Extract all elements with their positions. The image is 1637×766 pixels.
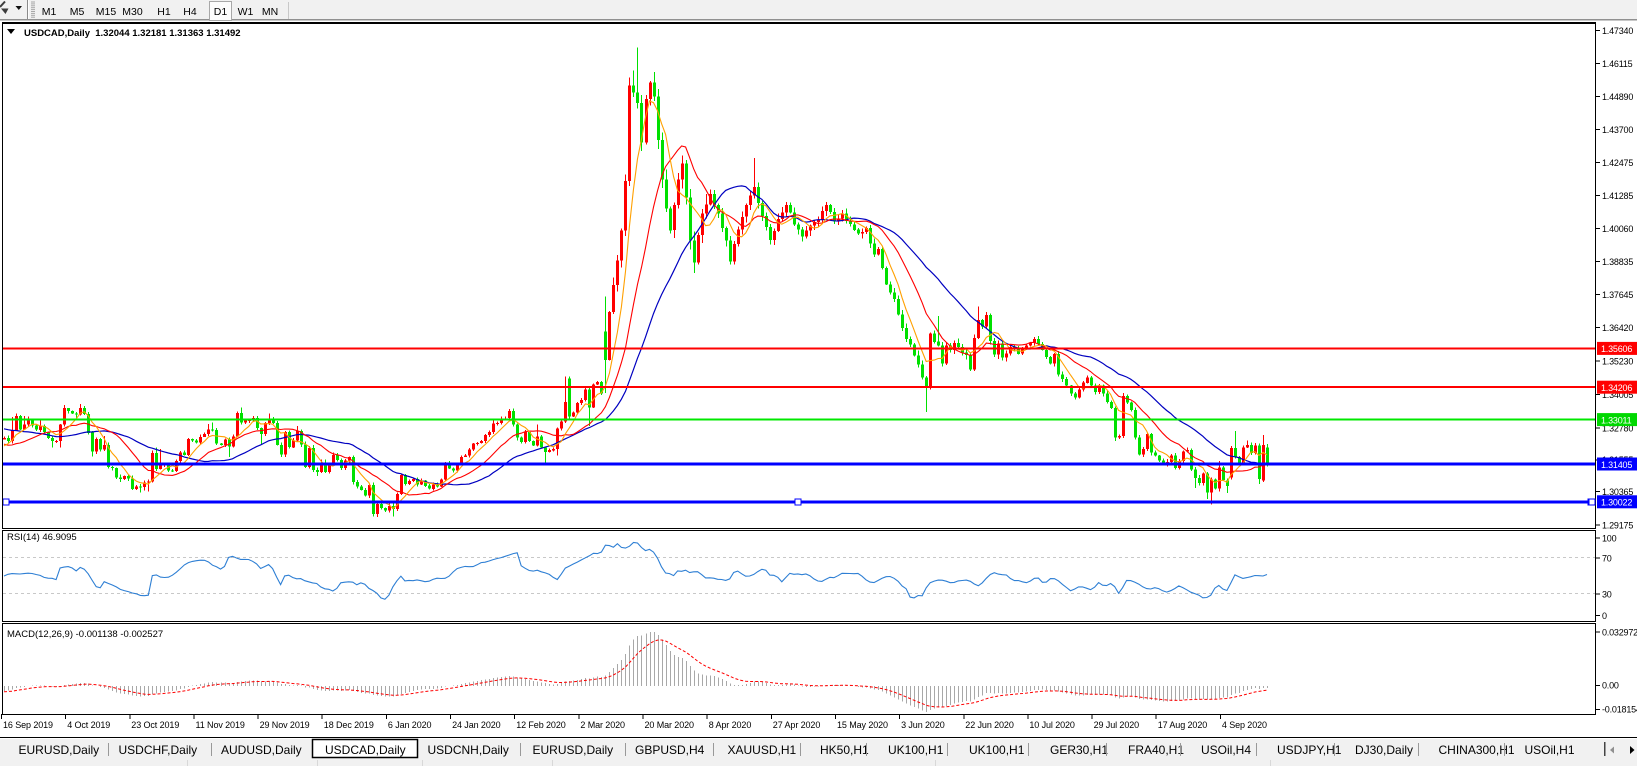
svg-text:11 Nov 2019: 11 Nov 2019 [196,720,245,730]
svg-text:30: 30 [1602,590,1612,600]
svg-text:6 Jan 2020: 6 Jan 2020 [388,720,432,730]
svg-text:UK100,H1: UK100,H1 [969,743,1025,757]
svg-text:1.44890: 1.44890 [1602,92,1633,102]
svg-text:USDCAD,Daily: USDCAD,Daily [325,743,406,757]
svg-text:CHINA300,H1: CHINA300,H1 [1439,743,1515,757]
svg-text:M30: M30 [122,6,143,18]
svg-text:29 Jul 2020: 29 Jul 2020 [1094,720,1140,730]
svg-text:1.34206: 1.34206 [1601,383,1632,393]
svg-text:1.33011: 1.33011 [1601,415,1632,425]
svg-text:D1: D1 [214,6,228,18]
svg-text:M5: M5 [70,6,85,18]
svg-text:1.35230: 1.35230 [1602,356,1633,366]
svg-text:H1: H1 [157,6,171,18]
svg-text:100: 100 [1602,533,1617,543]
svg-text:USDCNH,Daily: USDCNH,Daily [428,743,509,757]
svg-text:16 Sep 2019: 16 Sep 2019 [3,720,53,730]
svg-text:10 Jul 2020: 10 Jul 2020 [1029,720,1075,730]
svg-text:USDCAD,Daily 1.32044 1.32181: USDCAD,Daily 1.32044 1.32181 1.31363 1.3… [24,28,241,39]
svg-text:1.29175: 1.29175 [1602,521,1633,531]
svg-text:0: 0 [1602,611,1607,621]
svg-text:1.35606: 1.35606 [1601,344,1632,354]
svg-text:18 Dec 2019: 18 Dec 2019 [324,720,374,730]
svg-text:1.46115: 1.46115 [1602,59,1633,69]
svg-text:24 Jan 2020: 24 Jan 2020 [452,720,501,730]
svg-text:1.36420: 1.36420 [1602,323,1633,333]
svg-text:1.47340: 1.47340 [1602,26,1633,36]
svg-text:15 May 2020: 15 May 2020 [837,720,888,730]
svg-text:AUDUSD,Daily: AUDUSD,Daily [221,743,302,757]
svg-text:W1: W1 [238,6,254,18]
svg-text:EURUSD,Daily: EURUSD,Daily [19,743,100,757]
svg-text:70: 70 [1602,553,1612,563]
svg-text:MN: MN [262,6,278,18]
svg-text:XAUUSD,H1: XAUUSD,H1 [728,743,797,757]
svg-text:0.032972: 0.032972 [1602,627,1637,637]
svg-text:MACD(12,26,9) -0.001138 -0.002: MACD(12,26,9) -0.001138 -0.002527 [7,629,163,640]
svg-text:1.41285: 1.41285 [1602,191,1633,201]
svg-text:12 Feb 2020: 12 Feb 2020 [516,720,566,730]
svg-text:RSI(14) 46.9095: RSI(14) 46.9095 [7,532,77,543]
svg-text:1.40060: 1.40060 [1602,224,1633,234]
svg-text:3 Jun 2020: 3 Jun 2020 [901,720,945,730]
svg-text:29 Nov 2019: 29 Nov 2019 [260,720,310,730]
svg-text:1.30022: 1.30022 [1601,498,1632,508]
svg-text:1.34005: 1.34005 [1602,390,1633,400]
svg-text:HK50,H1: HK50,H1 [820,743,869,757]
svg-text:1.42475: 1.42475 [1602,158,1633,168]
svg-text:1.43700: 1.43700 [1602,125,1633,135]
svg-text:GER30,H1: GER30,H1 [1050,743,1108,757]
svg-text:EURUSD,Daily: EURUSD,Daily [533,743,614,757]
svg-text:UK100,H1: UK100,H1 [888,743,944,757]
svg-text:1.37645: 1.37645 [1602,290,1633,300]
svg-text:20 Mar 2020: 20 Mar 2020 [645,720,695,730]
svg-text:4 Oct 2019: 4 Oct 2019 [67,720,110,730]
svg-text:22 Jun 2020: 22 Jun 2020 [965,720,1014,730]
svg-text:H4: H4 [183,6,197,18]
svg-text:DJ30,Daily: DJ30,Daily [1355,743,1413,757]
svg-text:17 Aug 2020: 17 Aug 2020 [1158,720,1208,730]
svg-text:4 Sep 2020: 4 Sep 2020 [1222,720,1267,730]
svg-text:USOil,H1: USOil,H1 [1525,743,1575,757]
svg-text:USDCHF,Daily: USDCHF,Daily [119,743,198,757]
svg-text:1.32780: 1.32780 [1602,423,1633,433]
svg-text:1.31405: 1.31405 [1601,460,1632,470]
svg-text:M1: M1 [42,6,57,18]
svg-text:0.00: 0.00 [1602,681,1619,691]
svg-text:GBPUSD,H4: GBPUSD,H4 [635,743,705,757]
svg-text:27 Apr 2020: 27 Apr 2020 [773,720,821,730]
svg-text:-0.018154: -0.018154 [1602,705,1637,715]
svg-text:USOil,H4: USOil,H4 [1201,743,1251,757]
svg-text:1.30365: 1.30365 [1602,487,1633,497]
svg-text:2 Mar 2020: 2 Mar 2020 [580,720,625,730]
svg-text:1.38835: 1.38835 [1602,257,1633,267]
svg-text:23 Oct 2019: 23 Oct 2019 [131,720,179,730]
svg-text:FRA40,H1: FRA40,H1 [1128,743,1184,757]
svg-text:8 Apr 2020: 8 Apr 2020 [709,720,752,730]
svg-text:USDJPY,H1: USDJPY,H1 [1277,743,1342,757]
svg-text:M15: M15 [96,6,117,18]
